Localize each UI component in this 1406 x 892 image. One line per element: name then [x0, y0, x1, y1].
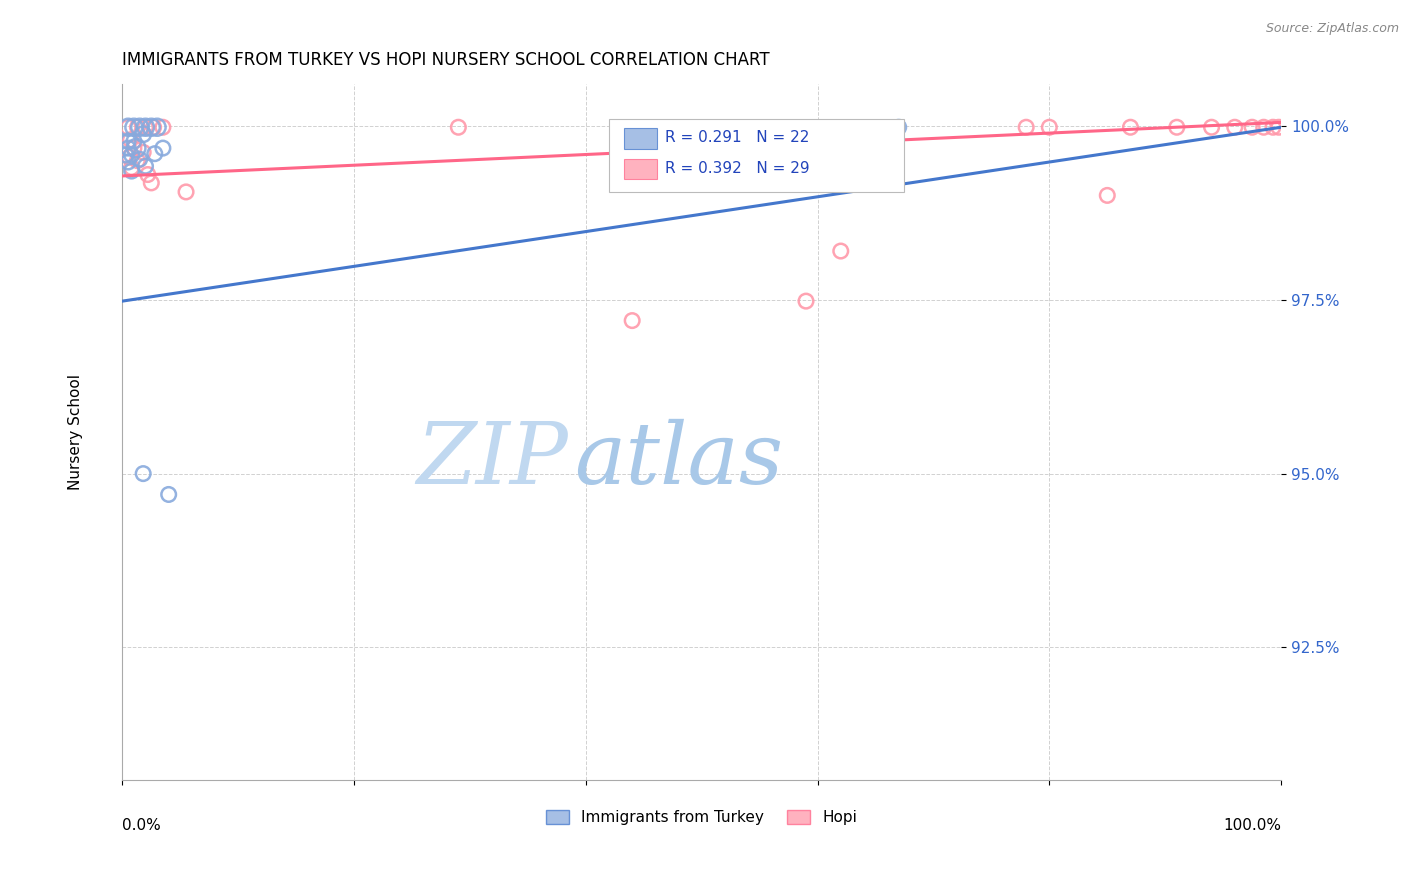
Point: [117, 120, 139, 135]
Point: [1038, 120, 1060, 135]
Point: [887, 120, 910, 135]
Point: [134, 120, 156, 135]
Point: [132, 145, 155, 160]
Point: [117, 141, 139, 155]
Point: [121, 161, 143, 175]
Point: [143, 146, 166, 161]
Point: [1223, 120, 1246, 135]
Point: [136, 168, 159, 182]
Point: [122, 120, 145, 135]
Text: 100.0%: 100.0%: [1223, 818, 1281, 833]
Point: [1253, 120, 1275, 135]
Legend: Immigrants from Turkey, Hopi: Immigrants from Turkey, Hopi: [540, 804, 863, 831]
Point: [1201, 120, 1223, 135]
Text: Source: ZipAtlas.com: Source: ZipAtlas.com: [1265, 22, 1399, 36]
Point: [1268, 120, 1291, 135]
Point: [128, 120, 150, 135]
Point: [127, 153, 149, 168]
Point: [121, 148, 143, 162]
FancyBboxPatch shape: [624, 128, 657, 149]
Text: ZIP: ZIP: [416, 418, 568, 501]
Point: [122, 141, 145, 155]
Point: [141, 176, 163, 190]
Text: R = 0.291   N = 22: R = 0.291 N = 22: [665, 130, 808, 145]
Point: [132, 127, 155, 141]
FancyBboxPatch shape: [609, 119, 904, 192]
Point: [1119, 120, 1142, 135]
Text: atlas: atlas: [574, 418, 783, 501]
FancyBboxPatch shape: [624, 159, 657, 179]
Point: [794, 294, 817, 309]
Point: [830, 244, 852, 258]
Text: Nursery School: Nursery School: [69, 374, 83, 490]
Point: [157, 487, 180, 501]
Point: [1097, 188, 1119, 202]
Point: [134, 159, 156, 173]
Point: [132, 467, 155, 481]
Point: [125, 141, 148, 155]
Point: [117, 120, 139, 135]
Text: 0.0%: 0.0%: [122, 818, 162, 833]
Point: [152, 141, 174, 155]
Point: [122, 134, 145, 148]
Point: [121, 164, 143, 178]
Point: [117, 134, 139, 148]
Point: [134, 120, 156, 135]
Point: [128, 153, 150, 167]
Point: [174, 185, 197, 199]
Point: [127, 120, 149, 135]
Text: R = 0.392   N = 29: R = 0.392 N = 29: [665, 161, 810, 177]
Point: [141, 120, 163, 135]
Point: [1015, 120, 1038, 135]
Point: [621, 313, 644, 327]
Point: [118, 150, 141, 164]
Point: [142, 120, 165, 135]
Point: [1241, 120, 1264, 135]
Point: [117, 155, 139, 169]
Point: [447, 120, 470, 135]
Point: [120, 133, 142, 147]
Point: [1166, 120, 1188, 135]
Point: [114, 148, 136, 162]
Point: [152, 120, 174, 135]
Point: [146, 120, 169, 135]
Point: [1261, 120, 1284, 135]
Text: IMMIGRANTS FROM TURKEY VS HOPI NURSERY SCHOOL CORRELATION CHART: IMMIGRANTS FROM TURKEY VS HOPI NURSERY S…: [122, 51, 770, 69]
